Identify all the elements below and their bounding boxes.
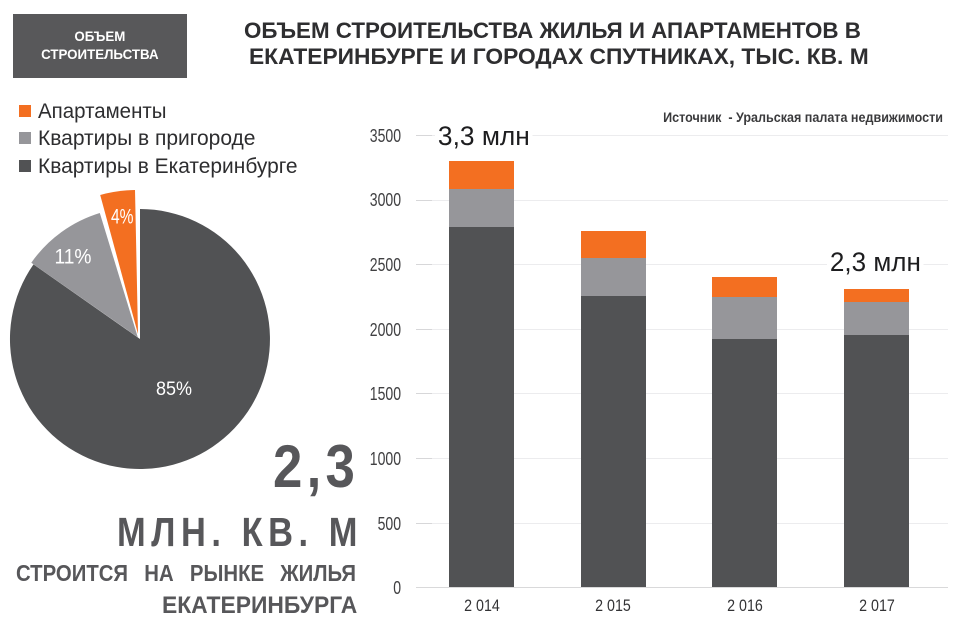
svg-text:4%: 4% bbox=[111, 205, 134, 229]
svg-text:11%: 11% bbox=[55, 246, 92, 269]
svg-text:85%: 85% bbox=[156, 378, 192, 400]
